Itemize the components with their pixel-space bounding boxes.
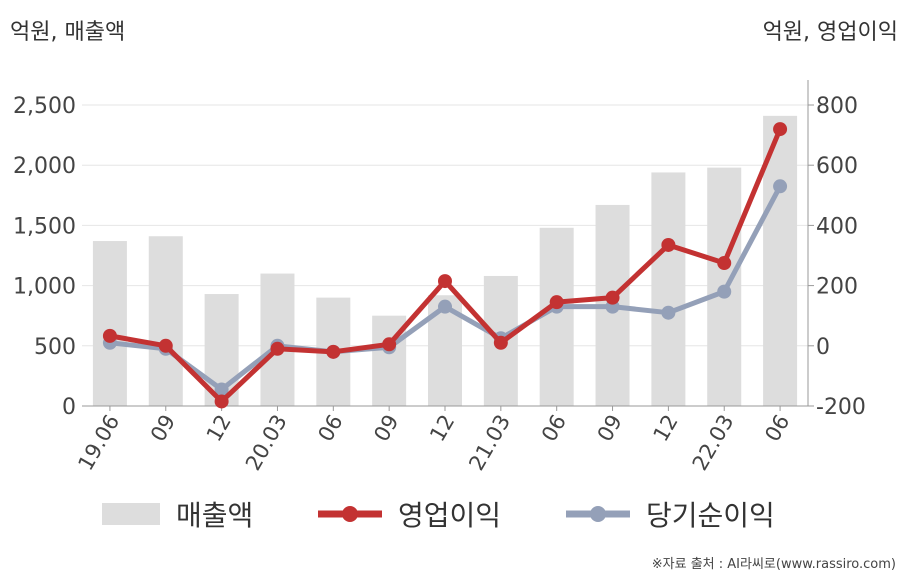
- operating-profit-point: [717, 256, 732, 271]
- x-axis-tick-label: 09: [369, 411, 403, 446]
- legend-line-swatch-net-income: [566, 506, 630, 522]
- operating-profit-point: [270, 341, 285, 356]
- left-axis-tick-label: 1,500: [13, 214, 76, 239]
- operating-profit-point: [438, 274, 452, 289]
- x-axis-tick-label: 09: [146, 411, 180, 446]
- left-axis-tick-label: 500: [34, 335, 76, 360]
- legend-label-net-income: 당기순이익: [646, 499, 775, 532]
- revenue-bar: [148, 236, 183, 406]
- x-axis-tick-label: 21.03: [464, 411, 515, 475]
- legend-item-revenue: 매출액: [102, 494, 253, 534]
- source-credit: ※자료 출처 : AI라씨로(www.rassiro.com): [651, 557, 896, 572]
- right-axis-tick-label: 200: [816, 275, 858, 300]
- legend-item-net-income: 당기순이익: [566, 494, 775, 534]
- combo-chart: 0 500 1,000 1,500 2,000 2,500 -200 0 200 400 600 80…: [13, 80, 866, 475]
- left-axis-unit-label: 억원, 매출액: [10, 20, 126, 45]
- x-axis-tick-label: 06: [313, 411, 347, 446]
- profit-lines: [102, 122, 788, 409]
- net-income-point: [661, 305, 676, 320]
- operating-profit-point: [158, 338, 173, 353]
- left-axis-tick-label: 0: [62, 395, 76, 420]
- operating-profit-point: [549, 295, 564, 310]
- x-axis-tick-label: 20.03: [241, 411, 292, 475]
- net-income-point: [773, 179, 788, 194]
- legend-item-operating-profit: 영업이익: [318, 494, 501, 534]
- legend-label-operating-profit: 영업이익: [398, 499, 502, 532]
- x-axis-tick-label: 09: [593, 411, 627, 446]
- axes: [82, 80, 814, 411]
- revenue-bar: [92, 241, 127, 406]
- left-axis-tick-label: 1,000: [13, 275, 76, 300]
- x-axis-tick-label: 19.06: [73, 411, 124, 475]
- legend-label-revenue: 매출액: [176, 499, 254, 532]
- revenue-bar: [539, 227, 574, 406]
- left-axis-tick-label: 2,500: [13, 94, 76, 119]
- x-axis-tick-label: 12: [425, 411, 459, 446]
- right-axis-tick-label: 400: [816, 214, 858, 239]
- net-income-point: [438, 299, 452, 314]
- right-axis-tick-label: 800: [816, 94, 858, 119]
- operating-profit-point: [214, 394, 229, 409]
- x-axis-tick-label: 12: [649, 411, 683, 446]
- revenue-bars: [92, 115, 798, 406]
- operating-profit-point: [773, 122, 788, 137]
- operating-profit-point: [661, 237, 676, 252]
- operating-profit-point: [326, 344, 341, 359]
- right-axis-unit-label: 억원, 영업이익: [762, 20, 898, 45]
- right-axis-tick-label: 600: [816, 154, 858, 179]
- x-axis-tick-label: 22.03: [688, 411, 739, 475]
- net-income-point: [717, 284, 732, 299]
- operating-profit-point: [605, 290, 620, 305]
- operating-profit-point: [382, 337, 397, 352]
- operating-profit-point: [102, 328, 117, 343]
- x-axis-tick-label: 06: [537, 411, 571, 446]
- revenue-bar: [763, 115, 798, 406]
- x-axis-tick-label: 12: [202, 411, 236, 446]
- revenue-bar: [651, 172, 686, 406]
- operating-profit-point: [493, 335, 508, 350]
- legend-bar-swatch: [102, 503, 160, 525]
- right-axis-tick-label: 0: [816, 335, 830, 360]
- right-axis-tick-label: -200: [816, 395, 866, 420]
- net-income-point: [214, 382, 229, 397]
- x-axis-tick-label: 06: [760, 411, 794, 446]
- legend-line-swatch-operating-profit: [318, 506, 382, 522]
- left-axis-tick-label: 2,000: [13, 154, 76, 179]
